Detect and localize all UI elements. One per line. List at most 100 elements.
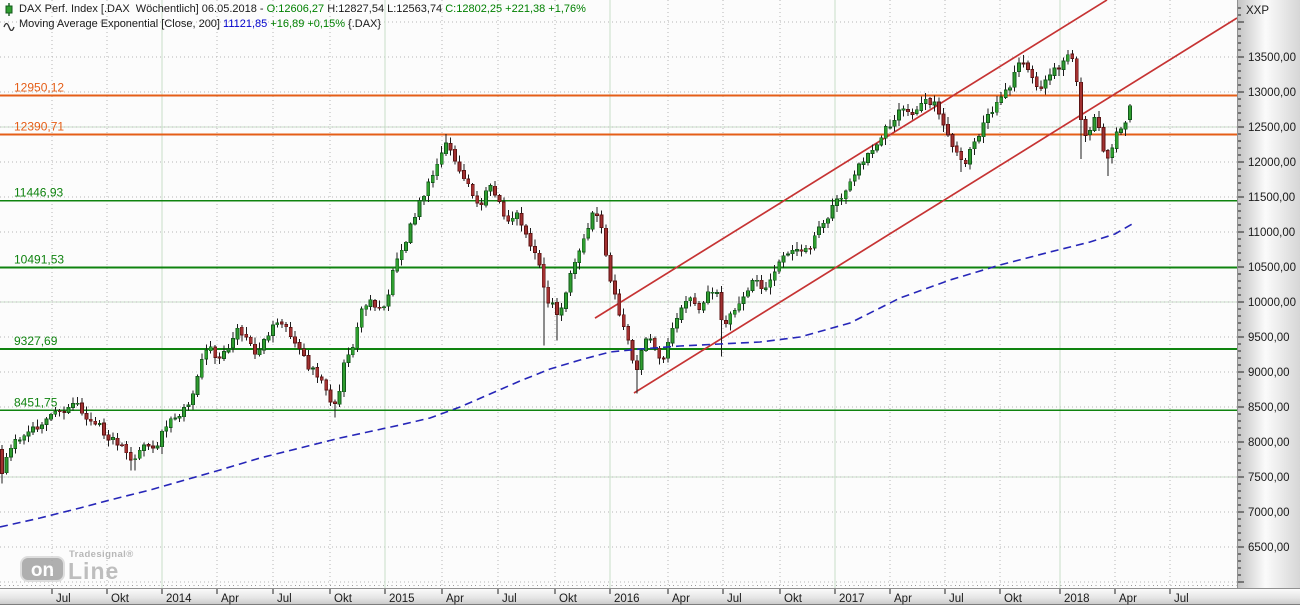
candle-body: [128, 451, 133, 461]
candle-body: [279, 321, 284, 325]
candle-body: [906, 109, 910, 113]
candle-body: [337, 390, 342, 405]
candle-body: [182, 407, 186, 418]
candle-body: [342, 362, 346, 393]
candle-body: [102, 422, 107, 436]
candle-body: [1105, 150, 1110, 159]
candle-body: [715, 292, 719, 294]
candle-body: [288, 327, 293, 337]
candle-body: [235, 327, 240, 340]
candle-body: [533, 246, 537, 254]
candle-body: [57, 410, 62, 413]
candle-body: [484, 190, 488, 206]
candle-body: [763, 287, 768, 290]
candle-body: [572, 261, 577, 274]
candle-body: [723, 320, 728, 325]
candle-body: [382, 306, 386, 309]
price-tick-label: 12000,00: [1248, 157, 1296, 169]
candle-body: [874, 144, 879, 151]
time-tick-label: Jul: [727, 593, 742, 605]
price-axis: 13500,00 13000,00 12500,00 12000,00 11500,00…: [1237, 0, 1300, 588]
candle-body: [950, 134, 955, 147]
candle-body: [106, 434, 111, 441]
time-tick-label: 2018: [1064, 593, 1090, 605]
candle-body: [355, 326, 360, 349]
candle-body: [963, 159, 968, 164]
time-tick-label: Apr: [894, 593, 912, 605]
candle-body: [741, 296, 746, 304]
candle-body: [84, 413, 89, 420]
logo-on-badge: on: [20, 556, 65, 582]
candle-body: [621, 314, 626, 327]
candle-body: [954, 145, 959, 153]
candle-body: [328, 389, 333, 403]
time-tick-label: Okt: [784, 593, 803, 605]
candle-body: [981, 122, 986, 138]
candle-body: [892, 119, 897, 127]
time-tick-label: 2014: [166, 593, 192, 605]
indicator-change: +16,89 +0,15%: [270, 18, 349, 30]
candle-body: [151, 445, 155, 449]
candle-body: [834, 198, 839, 206]
candle-body: [910, 112, 915, 115]
candle-body: [133, 458, 138, 461]
time-tick-label: Apr: [672, 593, 690, 605]
candle-body: [808, 247, 813, 250]
candle-body: [479, 202, 484, 206]
candle-body: [1052, 67, 1057, 76]
legend-series-dax: DAX Perf. Index [.DAX Wöchentlich] 06.05…: [3, 2, 586, 17]
time-tick-label: Jul: [502, 593, 517, 605]
candle-body: [852, 174, 857, 182]
candle-body: [817, 226, 822, 236]
candle-body: [359, 308, 364, 328]
candle-body: [386, 294, 391, 307]
candle-body: [186, 404, 191, 407]
candle-body: [506, 215, 511, 222]
candle-body: [17, 439, 22, 442]
candle-body: [466, 178, 471, 185]
candle-body: [919, 103, 924, 111]
trend-channel-line: [594, 0, 1108, 319]
candle-body: [475, 195, 480, 204]
candle-body: [1034, 76, 1039, 87]
candle-body: [710, 291, 715, 294]
candle-body: [1123, 122, 1128, 130]
indicator-value: 11121,85: [223, 18, 271, 30]
candle-body: [262, 339, 266, 351]
candle-body: [537, 252, 542, 266]
candle-body: [195, 376, 200, 395]
candle-body: [670, 327, 675, 344]
time-tick-label: 2015: [389, 593, 415, 605]
candle-body: [146, 444, 151, 447]
candle-body: [608, 254, 613, 282]
indicator-name: Moving Average Exponential [Close, 200]: [19, 18, 224, 30]
candle-body: [1101, 127, 1106, 152]
candle-body: [248, 336, 253, 344]
candle-body: [319, 376, 324, 381]
candle-body: [204, 349, 209, 360]
candle-body: [803, 247, 808, 252]
candle-body: [217, 356, 222, 359]
candle-body: [66, 406, 71, 414]
candlestick-icon: [5, 3, 13, 16]
price-tick-label: 9000,00: [1248, 367, 1290, 379]
candle-body: [333, 401, 337, 404]
candle-body: [324, 379, 329, 391]
candle-body: [501, 201, 506, 217]
candle-body: [1061, 60, 1066, 70]
candle-body: [1008, 87, 1012, 91]
candle-body: [515, 212, 520, 220]
candle-body: [772, 271, 777, 281]
candle-body: [1003, 89, 1008, 98]
candle-body: [48, 413, 53, 420]
candle-body: [31, 426, 35, 433]
candle-body: [1012, 71, 1017, 88]
candle-body: [71, 403, 75, 408]
price-axis-background: [1237, 0, 1300, 588]
candle-body: [1119, 128, 1124, 134]
candle-body: [164, 426, 169, 432]
candle-body: [661, 357, 666, 360]
candle-body: [155, 445, 160, 449]
